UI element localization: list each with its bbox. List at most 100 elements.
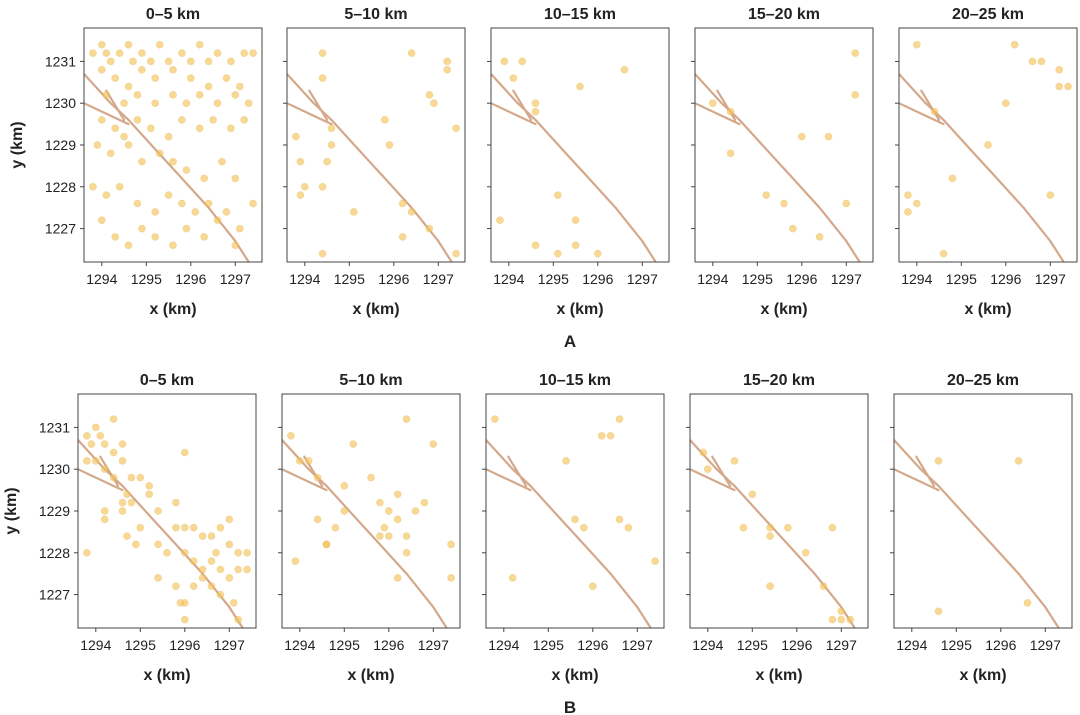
data-point: [137, 65, 146, 74]
x-tick-label: 1295: [538, 271, 569, 287]
plot-frame: [689, 393, 869, 629]
data-point: [327, 124, 336, 133]
data-point: [164, 57, 173, 66]
data-point: [762, 191, 771, 199]
data-point: [225, 574, 234, 582]
data-point: [154, 540, 162, 549]
data-point: [318, 249, 327, 258]
x-tick-label: 1295: [941, 637, 972, 653]
data-point: [151, 74, 160, 82]
data-point: [819, 582, 828, 591]
data-point: [447, 574, 455, 582]
data-point: [106, 149, 115, 158]
data-point: [313, 473, 322, 482]
data-point: [588, 582, 597, 591]
data-point: [304, 456, 313, 465]
data-point: [186, 74, 195, 82]
data-point: [425, 91, 434, 99]
x-tick-label: 1294: [284, 637, 315, 653]
data-point: [296, 157, 305, 166]
data-point: [571, 241, 580, 250]
data-point: [593, 249, 602, 258]
data-point: [1023, 599, 1032, 607]
data-point: [1064, 82, 1072, 91]
data-point: [200, 232, 209, 241]
fault-trace-3: [512, 89, 533, 121]
data-point: [124, 40, 133, 49]
data-point: [234, 548, 243, 557]
data-point: [531, 99, 540, 108]
data-point: [111, 74, 120, 82]
data-point: [102, 191, 111, 199]
data-point: [222, 207, 231, 216]
data-point: [766, 523, 774, 532]
data-point: [182, 166, 191, 174]
data-point: [322, 540, 331, 549]
fault-trace-2: [899, 102, 945, 126]
data-point: [198, 532, 207, 540]
fault-trace-3: [99, 455, 120, 487]
x-tick-label: 1294: [488, 637, 519, 653]
data-point: [425, 224, 434, 233]
data-point: [97, 116, 106, 124]
data-point: [231, 91, 240, 99]
data-point: [249, 199, 257, 208]
data-point: [851, 49, 860, 57]
data-point: [349, 207, 358, 216]
panel-b-5: 20–25 km 1294 1295 1296 1297 x (km): [890, 372, 1073, 684]
x-tick-label: 1296: [373, 637, 404, 653]
data-point: [111, 124, 120, 133]
data-point: [393, 515, 402, 524]
fault-trace-1: [486, 438, 652, 628]
x-tick-label: 1297: [1035, 271, 1066, 287]
x-tick-label: 1296: [990, 271, 1021, 287]
data-point: [213, 99, 222, 108]
data-point: [580, 523, 588, 532]
x-tick-label: 1294: [692, 637, 723, 653]
data-point: [801, 548, 810, 557]
data-point: [402, 415, 411, 423]
x-axis-label: x (km): [149, 301, 196, 318]
data-point: [571, 216, 580, 225]
data-point: [1055, 82, 1064, 91]
y-tick-label: 1230: [39, 461, 70, 477]
data-point: [129, 57, 137, 66]
data-point: [87, 440, 96, 448]
panel-title: 5–10 km: [339, 372, 402, 389]
data-point: [146, 57, 155, 66]
fault-trace-2: [486, 468, 532, 492]
data-point: [402, 532, 411, 540]
data-point: [124, 82, 133, 91]
data-point: [912, 40, 921, 49]
fault-trace-1: [491, 72, 657, 262]
y-axis-label: y (km): [3, 487, 20, 534]
y-tick-label: 1227: [45, 221, 76, 237]
panel-b-3: 10–15 km 1294 1295 1296 1297 x (km): [482, 372, 665, 684]
data-point: [118, 498, 127, 507]
x-tick-label: 1297: [1030, 637, 1061, 653]
data-point: [171, 523, 180, 532]
x-axis-label: x (km): [959, 667, 1006, 684]
data-point: [180, 615, 189, 624]
data-point: [331, 523, 340, 532]
panel-title: 20–25 km: [947, 372, 1019, 389]
data-point: [97, 65, 106, 74]
data-point: [1014, 456, 1023, 465]
data-point: [91, 423, 100, 432]
data-point: [411, 507, 420, 515]
data-point: [133, 199, 142, 208]
data-point: [323, 157, 331, 166]
x-axis-label: x (km): [347, 667, 394, 684]
data-point: [111, 232, 120, 241]
data-point: [225, 540, 234, 549]
data-point: [240, 49, 249, 57]
data-point: [109, 448, 118, 457]
data-point: [509, 74, 518, 82]
data-point: [429, 99, 438, 108]
data-point: [447, 540, 455, 549]
data-point: [231, 241, 240, 250]
plot-area: [486, 415, 659, 628]
data-point: [83, 548, 91, 557]
data-point: [402, 548, 411, 557]
data-point: [186, 57, 195, 66]
